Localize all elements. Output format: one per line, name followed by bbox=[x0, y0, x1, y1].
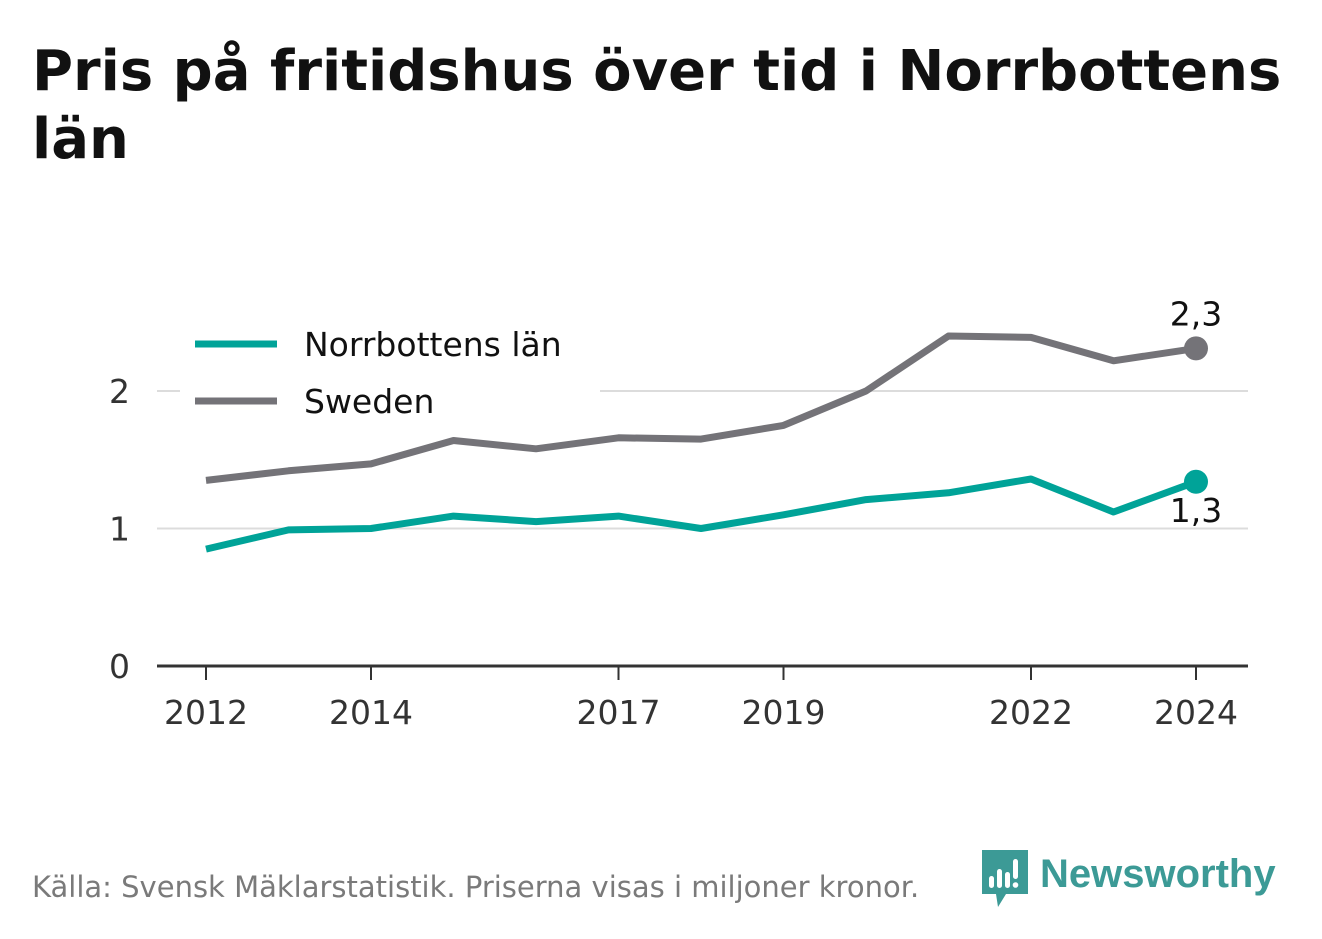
series-end-point bbox=[1184, 469, 1208, 494]
y-axis-ticks: 0 1 2 bbox=[109, 372, 130, 686]
x-axis-ticks: 2012 2014 2017 2019 2022 2024 bbox=[164, 666, 1238, 732]
x-tick-label: 2019 bbox=[742, 693, 826, 732]
end-value-label: 1,3 bbox=[1170, 491, 1222, 530]
y-tick-label: 2 bbox=[109, 372, 130, 411]
legend: Norrbottens län Sweden bbox=[180, 318, 600, 430]
x-tick-label: 2022 bbox=[989, 693, 1073, 732]
newsworthy-logo-icon bbox=[982, 850, 1028, 907]
series-line bbox=[205, 475, 1198, 553]
chart-title: Pris på fritidshus över tid i Norrbotten… bbox=[32, 39, 1282, 172]
legend-background bbox=[180, 318, 600, 430]
y-tick-label: 1 bbox=[109, 510, 130, 549]
x-tick-label: 2012 bbox=[164, 693, 248, 732]
brand-logo[interactable]: Newsworthy bbox=[982, 850, 1276, 910]
legend-label: Norrbottens län bbox=[304, 325, 562, 364]
legend-label: Sweden bbox=[304, 382, 434, 421]
series-lines bbox=[205, 332, 1208, 553]
x-tick-label: 2017 bbox=[577, 693, 661, 732]
y-tick-label: 0 bbox=[109, 647, 130, 686]
end-labels: 1,3 2,3 bbox=[1170, 294, 1222, 529]
x-tick-label: 2014 bbox=[329, 693, 413, 732]
series-end-point bbox=[1184, 336, 1208, 361]
end-value-label: 2,3 bbox=[1170, 294, 1222, 333]
source-note: Källa: Svensk Mäklarstatistik. Priserna … bbox=[32, 870, 920, 904]
x-tick-label: 2024 bbox=[1154, 693, 1238, 732]
brand-name: Newsworthy bbox=[1040, 852, 1276, 896]
series-line bbox=[205, 332, 1197, 484]
